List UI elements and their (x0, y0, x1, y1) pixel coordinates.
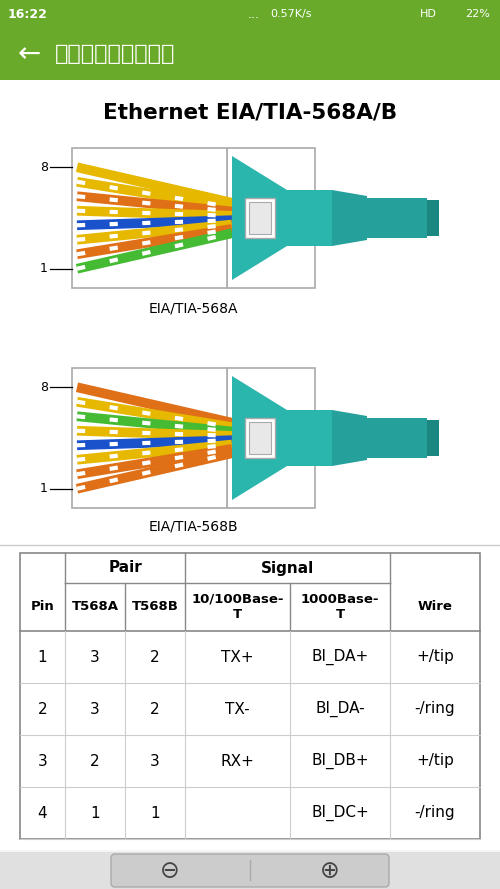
Bar (72, 368, 227, 508)
Text: Ethernet EIA/TIA-568A/B: Ethernet EIA/TIA-568A/B (103, 102, 397, 122)
FancyBboxPatch shape (111, 854, 389, 887)
Bar (0, 0, 500, 28)
Text: TX+: TX+ (221, 650, 254, 664)
Bar (0, 80, 500, 850)
Polygon shape (332, 190, 367, 246)
Text: ⊕: ⊕ (320, 859, 340, 883)
Bar (249, 422, 271, 454)
Text: 1: 1 (40, 482, 48, 495)
Text: TX-: TX- (225, 701, 250, 717)
Polygon shape (332, 410, 367, 466)
Bar (227, 368, 315, 508)
Text: -/ring: -/ring (414, 805, 456, 821)
Text: RX+: RX+ (220, 754, 254, 768)
Bar (427, 200, 439, 236)
Text: 0.57K/s: 0.57K/s (270, 9, 312, 19)
Text: T568A: T568A (72, 600, 118, 613)
Bar (0, 28, 500, 80)
Text: 4: 4 (38, 805, 48, 821)
Polygon shape (232, 156, 287, 280)
Text: 8: 8 (40, 380, 48, 394)
Bar (245, 198, 275, 238)
Text: 3: 3 (90, 650, 100, 664)
Text: 3: 3 (38, 754, 48, 768)
Text: 10/100Base-
T: 10/100Base- T (191, 593, 284, 621)
Text: 1000Base-
T: 1000Base- T (301, 593, 380, 621)
Text: Signal: Signal (261, 560, 314, 575)
Text: 以太网接口引脚定义: 以太网接口引脚定义 (55, 44, 176, 64)
Text: ←: ← (18, 40, 41, 68)
Text: 22%: 22% (465, 9, 490, 19)
Text: +/tip: +/tip (416, 754, 454, 768)
Text: Wire: Wire (418, 600, 452, 613)
Polygon shape (232, 376, 287, 500)
Bar (367, 198, 427, 238)
Bar (0, 852, 500, 889)
Text: EIA/TIA-568B: EIA/TIA-568B (148, 519, 238, 533)
Text: 2: 2 (150, 701, 160, 717)
Text: 16:22: 16:22 (8, 7, 48, 20)
Text: EIA/TIA-568A: EIA/TIA-568A (149, 301, 238, 315)
Text: 2: 2 (90, 754, 100, 768)
Bar (245, 418, 275, 458)
Bar (227, 148, 315, 288)
Text: T568B: T568B (132, 600, 178, 613)
Text: BI_DA-: BI_DA- (315, 701, 365, 717)
Bar (287, 190, 332, 246)
Text: BI_DC+: BI_DC+ (311, 805, 369, 821)
Bar (72, 148, 227, 288)
Bar (249, 202, 271, 234)
Bar (20, 553, 480, 839)
Text: Pair: Pair (108, 560, 142, 575)
Text: BI_DA+: BI_DA+ (312, 649, 368, 665)
Text: -/ring: -/ring (414, 701, 456, 717)
Text: Pin: Pin (30, 600, 54, 613)
Text: ...: ... (248, 7, 260, 20)
Text: 1: 1 (38, 650, 48, 664)
Bar (287, 410, 332, 466)
Text: 1: 1 (150, 805, 160, 821)
Text: HD: HD (420, 9, 437, 19)
Text: 8: 8 (40, 161, 48, 173)
Text: 1: 1 (90, 805, 100, 821)
Text: ⊖: ⊖ (160, 859, 180, 883)
Text: 2: 2 (150, 650, 160, 664)
Text: 3: 3 (150, 754, 160, 768)
Text: 2: 2 (38, 701, 48, 717)
Text: +/tip: +/tip (416, 650, 454, 664)
Text: 3: 3 (90, 701, 100, 717)
Text: BI_DB+: BI_DB+ (311, 753, 369, 769)
Bar (427, 420, 439, 456)
Bar (367, 418, 427, 458)
Text: 1: 1 (40, 262, 48, 276)
